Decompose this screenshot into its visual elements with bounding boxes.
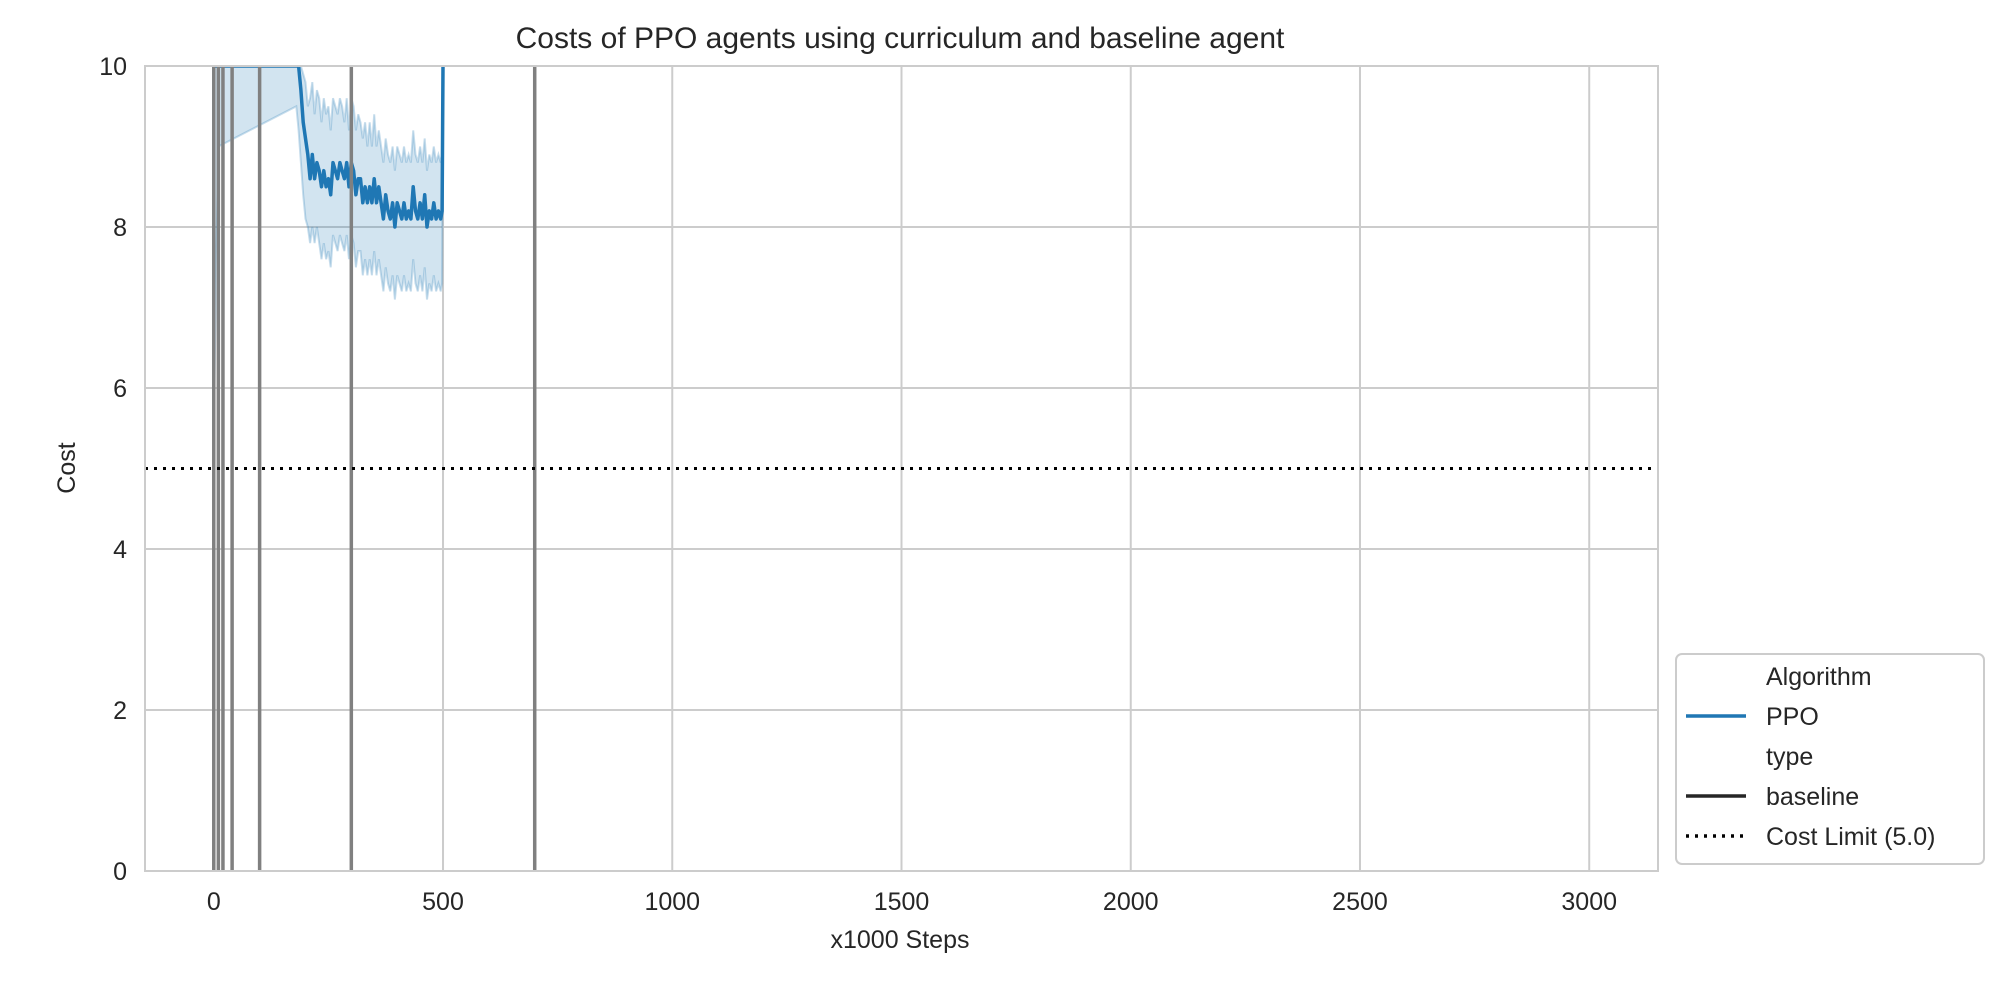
x-tick-label: 3000	[1561, 888, 1617, 916]
legend-label: PPO	[1766, 703, 1819, 731]
ppo-confidence-band	[213, 66, 443, 437]
y-tick-label: 2	[113, 697, 127, 725]
confidence-band-layer	[212, 66, 444, 437]
legend-box	[1675, 653, 1985, 865]
ppo-band-upper-edge	[213, 66, 444, 171]
x-tick-label: 2500	[1332, 888, 1388, 916]
tick-labels: 0 500 1000 1500 2000 2500 3000 0 2 4 6 8 10	[99, 53, 1617, 916]
y-tick-label: 8	[113, 214, 127, 242]
plot-frame	[144, 65, 1659, 872]
x-tick-label: 500	[422, 888, 464, 916]
x-tick-label: 0	[207, 888, 221, 916]
legend-label: Algorithm	[1766, 663, 1872, 691]
y-tick-label: 0	[113, 858, 127, 886]
legend-label: Cost Limit (5.0)	[1766, 823, 1935, 851]
x-tick-label: 1500	[874, 888, 930, 916]
x-tick-label: 2000	[1103, 888, 1159, 916]
x-axis-title: x1000 Steps	[831, 926, 970, 954]
y-tick-label: 6	[113, 375, 127, 403]
plot-border	[144, 65, 1659, 872]
ppo-mean-line	[213, 66, 445, 229]
y-tick-label: 10	[99, 53, 127, 81]
x-tick-label: 1000	[644, 888, 700, 916]
vertical-lines-layer	[212, 66, 537, 871]
chart-title: Costs of PPO agents using curriculum and…	[516, 22, 1285, 55]
ppo-band-lower-edge	[212, 66, 444, 437]
legend-label: type	[1766, 743, 1813, 771]
y-tick-label: 4	[113, 536, 127, 564]
legend: Algorithm PPO type baseline Cost Limit (5.0)	[1675, 653, 1985, 865]
legend-label: baseline	[1766, 783, 1859, 811]
y-axis-title: Cost	[53, 442, 81, 493]
